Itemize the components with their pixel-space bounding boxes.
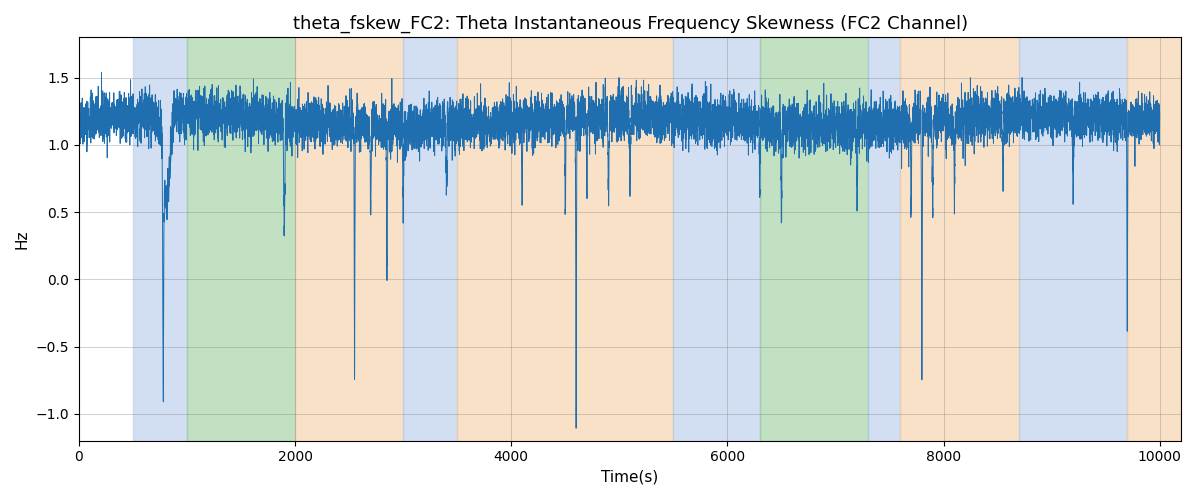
Y-axis label: Hz: Hz [14, 230, 30, 249]
Bar [457, 38, 673, 440]
Bar [295, 38, 403, 440]
Bar [1019, 38, 1127, 440]
X-axis label: Time(s): Time(s) [601, 470, 659, 485]
Bar [900, 38, 1019, 440]
Bar [760, 38, 868, 440]
Bar [1127, 38, 1181, 440]
Bar [133, 38, 187, 440]
Bar [403, 38, 457, 440]
Bar [187, 38, 295, 440]
Bar [868, 38, 900, 440]
Bar [673, 38, 760, 440]
Title: theta_fskew_FC2: Theta Instantaneous Frequency Skewness (FC2 Channel): theta_fskew_FC2: Theta Instantaneous Fre… [293, 15, 967, 34]
